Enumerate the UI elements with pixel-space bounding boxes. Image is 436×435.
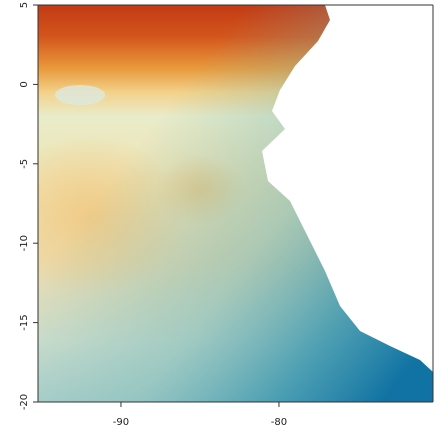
y-tick-label: -20 bbox=[19, 394, 30, 410]
y-tick-label: -5 bbox=[19, 159, 30, 169]
raster bbox=[38, 5, 433, 402]
y-tick-label: -15 bbox=[19, 314, 30, 330]
x-tick-label: -90 bbox=[113, 417, 129, 428]
y-tick-label: -10 bbox=[19, 235, 30, 251]
y-tick-label: 0 bbox=[19, 81, 30, 87]
land bbox=[262, 5, 433, 372]
y-tick-label: 5 bbox=[19, 2, 30, 8]
x-tick-label: -80 bbox=[271, 417, 287, 428]
